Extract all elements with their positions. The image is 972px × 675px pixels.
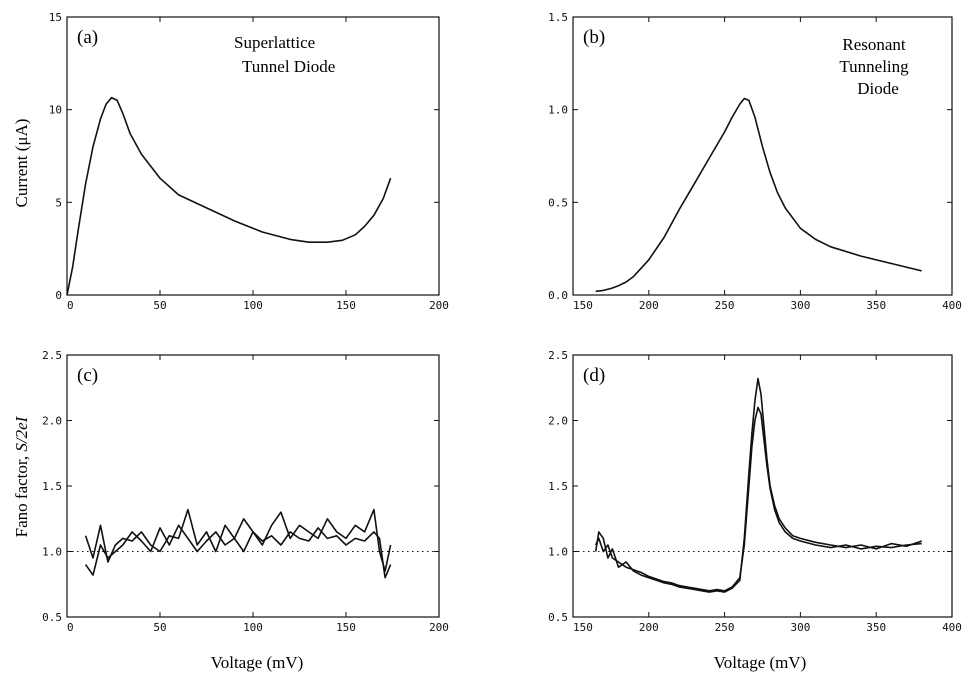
y-tick-label: 1.5 — [42, 480, 62, 493]
series-line-a-1 — [66, 96, 392, 296]
y-tick-label: 1.0 — [548, 104, 568, 117]
annotation-text-a: Superlattice — [234, 33, 315, 52]
y-tick-label: 1.5 — [548, 480, 568, 493]
x-tick-label: 100 — [243, 621, 263, 634]
x-tick-label: 100 — [243, 299, 263, 312]
y-tick-label: 10 — [49, 104, 62, 117]
annotation-text-a: Tunnel Diode — [242, 57, 335, 76]
y-tick-label: 0.5 — [42, 611, 62, 624]
y-tick-label: 1.5 — [548, 11, 568, 24]
y-tick-label: 2.0 — [42, 415, 62, 428]
panel-label-c: (c) — [77, 365, 98, 386]
series-line-d-2 — [594, 406, 922, 592]
x-tick-label: 200 — [639, 299, 659, 312]
panel-a: 0 50 100 150 200 0 5 10 15 (a) Superlattice Tunnel … — [49, 11, 449, 312]
plot-frame-c — [66, 354, 440, 618]
y-axis-label-fano-italic: S/2eI — [12, 415, 31, 451]
y-tick-label: 15 — [49, 11, 62, 24]
y-tick-label: 0 — [55, 289, 62, 302]
x-axis-label-right: Voltage (mV) — [714, 653, 807, 672]
panel-label-d: (d) — [583, 365, 605, 386]
x-tick-label: 150 — [336, 621, 356, 634]
x-tick-label: 250 — [715, 299, 735, 312]
y-tick-label: 2.5 — [42, 349, 62, 362]
panel-label-b: (b) — [583, 27, 605, 48]
y-tick-label: 0.5 — [548, 611, 568, 624]
y-axis-label-fano-prefix: Fano factor, — [12, 452, 31, 538]
x-tick-label: 350 — [866, 621, 886, 634]
y-tick-label: 5 — [55, 196, 62, 209]
x-tick-label: 50 — [153, 621, 166, 634]
y-tick-label: 0.5 — [548, 196, 568, 209]
x-axis-label-left: Voltage (mV) — [211, 653, 304, 672]
x-tick-label: 50 — [153, 299, 166, 312]
annotation-text-b: Tunneling — [839, 57, 909, 76]
x-tick-label: 400 — [942, 299, 962, 312]
y-tick-label: 1.0 — [548, 546, 568, 559]
x-tick-label: 300 — [790, 621, 810, 634]
plot-frame-b — [572, 16, 953, 296]
y-tick-label: 1.0 — [42, 546, 62, 559]
x-tick-label: 0 — [67, 621, 74, 634]
x-tick-label: 150 — [573, 621, 593, 634]
panel-label-a: (a) — [77, 27, 98, 48]
series-line-c-1 — [84, 508, 392, 572]
series-line-b-1 — [595, 97, 922, 293]
series-line-c-2 — [84, 524, 392, 579]
y-tick-label: 2.0 — [548, 415, 568, 428]
annotation-text-b: Resonant — [842, 35, 906, 54]
y-axis-label-fano: Fano factor, S/2eI — [12, 415, 31, 537]
panel-d: 150 200 250 300 350 400 0.5 1.0 1.5 2.0 2.5 (d) — [548, 349, 962, 634]
panels: 0 50 100 150 200 0 5 10 15 (a) Superlattice Tunnel … — [42, 11, 962, 634]
x-tick-label: 400 — [942, 621, 962, 634]
x-tick-label: 250 — [715, 621, 735, 634]
x-tick-label: 300 — [790, 299, 810, 312]
panel-b: 150 200 250 300 350 400 0.0 0.5 1.0 1.5 (b) Resonan… — [548, 11, 962, 312]
x-tick-label: 0 — [67, 299, 74, 312]
y-axis-label-current: Current (μA) — [12, 119, 31, 208]
y-tick-label: 0.0 — [548, 289, 568, 302]
y-tick-label: 2.5 — [548, 349, 568, 362]
panel-c: 0 50 100 150 200 0.5 1.0 1.5 2.0 2.5 (c) — [42, 349, 449, 634]
plot-frame-d — [572, 354, 953, 618]
x-tick-label: 200 — [639, 621, 659, 634]
x-tick-label: 200 — [429, 621, 449, 634]
annotation-text-b: Diode — [857, 79, 899, 98]
x-tick-label: 150 — [336, 299, 356, 312]
x-tick-label: 150 — [573, 299, 593, 312]
x-tick-label: 350 — [866, 299, 886, 312]
x-tick-label: 200 — [429, 299, 449, 312]
